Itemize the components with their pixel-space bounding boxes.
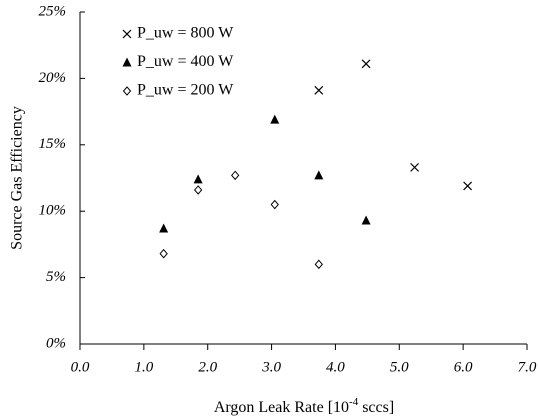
marker-diamond: [122, 86, 132, 96]
x-tick-label: 7.0: [518, 359, 537, 375]
x-tick-label: 1.0: [134, 359, 153, 375]
x-label-text: Argon Leak Rate [10: [214, 399, 349, 416]
marker-x: [361, 59, 371, 69]
marker-triangle: [270, 114, 280, 124]
x-label-tail: sccs]: [358, 399, 394, 416]
marker-x: [410, 162, 420, 172]
y-tick-label: 0%: [46, 335, 66, 351]
y-axis-label: Source Gas Efficiency: [9, 106, 26, 250]
marker-diamond: [231, 170, 240, 181]
x-tick-label: 0.0: [71, 359, 90, 375]
marker-triangle: [314, 170, 324, 180]
x-tick-label: 4.0: [326, 359, 345, 375]
marker-x: [122, 29, 132, 39]
y-tick-label: 15%: [39, 136, 67, 152]
x-tick-label: 2.0: [198, 359, 217, 375]
legend-label: P_uw = 200 W: [137, 82, 234, 99]
marker-diamond: [159, 248, 168, 259]
marker-x: [314, 85, 324, 95]
marker-diamond: [314, 259, 323, 270]
y-tick-label: 20%: [39, 70, 67, 86]
marker-triangle: [193, 174, 203, 184]
x-axis-label: Argon Leak Rate [10-4 sccs]: [214, 396, 394, 416]
x-tick-label: 3.0: [261, 359, 281, 375]
y-tick-label: 10%: [39, 203, 67, 219]
y-tick-label: 25%: [39, 3, 67, 19]
marker-triangle: [122, 57, 132, 67]
y-tick-label: 5%: [46, 269, 66, 285]
marker-diamond: [270, 199, 279, 210]
x-tick-label: 5.0: [390, 359, 409, 375]
x-tick-label: 6.0: [454, 359, 473, 375]
marker-diamond: [193, 185, 203, 195]
legend-label: P_uw = 800 W: [137, 25, 234, 42]
x-label-sup: -4: [349, 396, 359, 408]
legend-label: P_uw = 400 W: [137, 53, 234, 70]
marker-triangle: [159, 223, 169, 233]
marker-triangle: [361, 215, 371, 225]
marker-x: [463, 181, 473, 191]
